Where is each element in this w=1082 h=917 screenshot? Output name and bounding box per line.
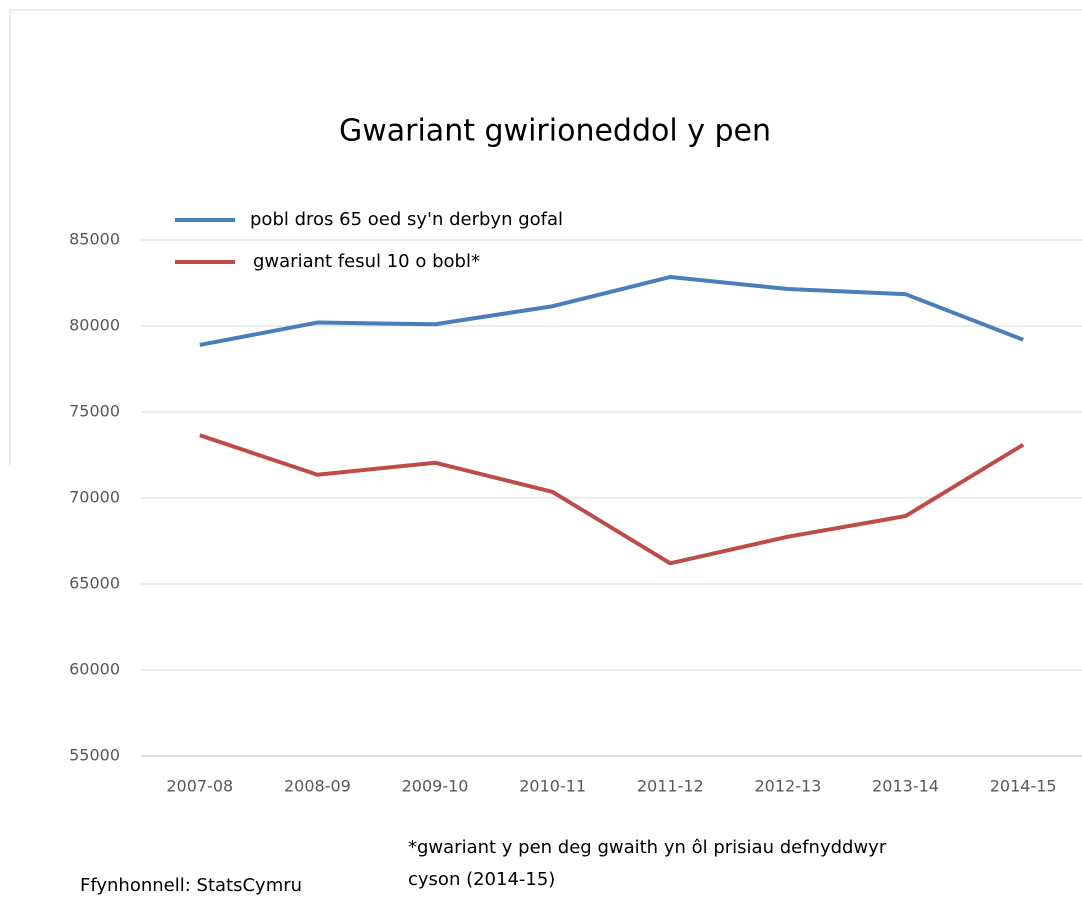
frame <box>9 9 1082 465</box>
y-tick-label: 80000 <box>69 316 120 335</box>
x-tick-label: 2010-11 <box>519 777 586 796</box>
x-tick-label: 2012-13 <box>755 777 822 796</box>
y-tick-label: 85000 <box>69 230 120 249</box>
note: cyson (2014-15) <box>408 869 555 890</box>
x-tick-label: 2014-15 <box>990 777 1057 796</box>
series-line <box>199 274 1024 347</box>
x-tick-label: 2009-10 <box>402 777 469 796</box>
legend-label: gwariant fesul 10 o bobl* <box>253 251 480 272</box>
y-tick-label: 55000 <box>69 746 120 765</box>
source: Ffynhonnell: StatsCymru <box>80 875 302 896</box>
legend-label: pobl dros 65 oed sy'n derbyn gofal <box>250 209 563 230</box>
chart-title: Gwariant gwirioneddol y pen <box>339 114 771 149</box>
y-tick-label: 65000 <box>69 574 120 593</box>
x-tick-label: 2007-08 <box>166 777 233 796</box>
y-tick-label: 60000 <box>69 660 120 679</box>
note: *gwariant y pen deg gwaith yn ôl prisiau… <box>408 837 887 858</box>
x-tick-label: 2008-09 <box>284 777 351 796</box>
x-tick-label: 2013-14 <box>872 777 939 796</box>
x-tick-label: 2011-12 <box>637 777 704 796</box>
series-line <box>199 433 1025 566</box>
y-tick-label: 75000 <box>69 402 120 421</box>
y-tick-label: 70000 <box>69 488 120 507</box>
